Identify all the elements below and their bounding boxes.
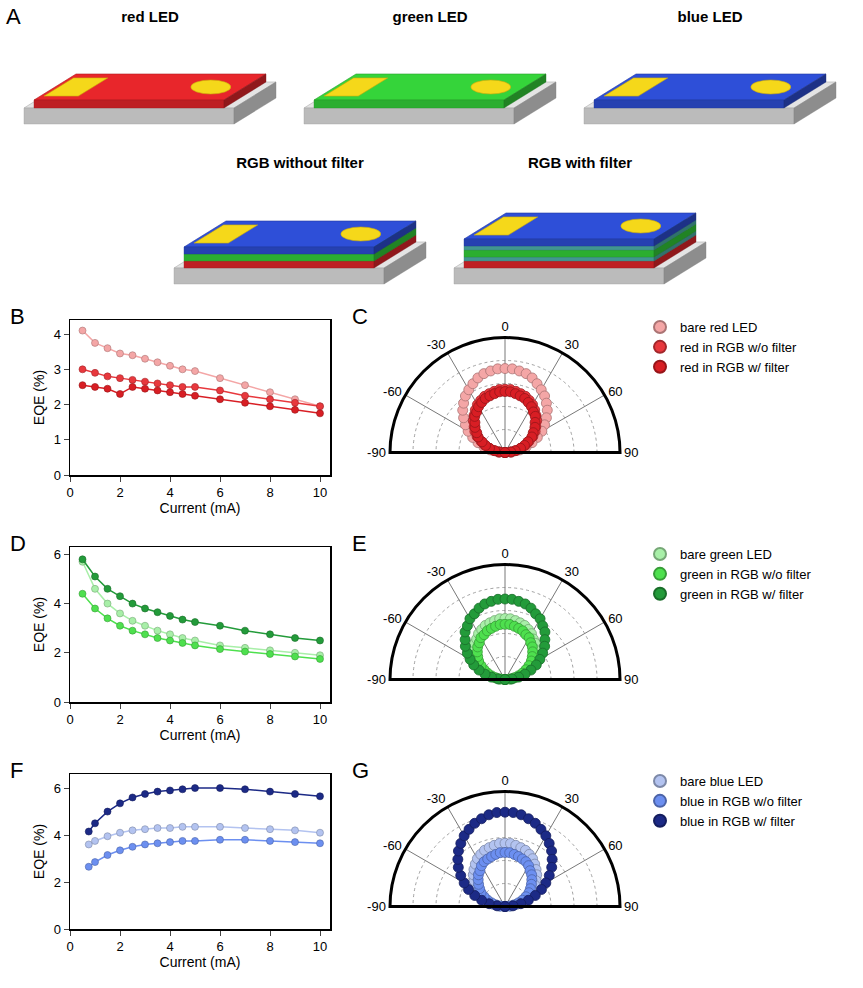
- svg-text:90: 90: [624, 899, 638, 914]
- svg-text:0: 0: [501, 319, 508, 334]
- svg-text:-90: -90: [367, 445, 386, 460]
- svg-text:6: 6: [216, 712, 223, 727]
- svg-text:bare blue LED: bare blue LED: [680, 774, 763, 789]
- svg-text:-60: -60: [383, 838, 402, 853]
- svg-text:0: 0: [66, 939, 73, 954]
- svg-text:-90: -90: [367, 899, 386, 914]
- svg-text:C: C: [352, 304, 368, 329]
- svg-text:60: 60: [608, 611, 622, 626]
- svg-text:Current (mA): Current (mA): [160, 727, 241, 743]
- svg-text:E: E: [352, 531, 367, 556]
- svg-text:6: 6: [54, 547, 61, 562]
- svg-text:10: 10: [313, 485, 327, 500]
- svg-text:G: G: [352, 758, 369, 783]
- svg-text:3: 3: [54, 362, 61, 377]
- svg-text:6: 6: [216, 485, 223, 500]
- svg-text:30: 30: [565, 564, 579, 579]
- svg-text:blue in RGB w/ filter: blue in RGB w/ filter: [680, 814, 796, 829]
- svg-text:2: 2: [116, 485, 123, 500]
- svg-text:90: 90: [624, 672, 638, 687]
- svg-text:6: 6: [54, 781, 61, 796]
- svg-text:-30: -30: [427, 337, 446, 352]
- svg-text:bare green LED: bare green LED: [680, 547, 772, 562]
- svg-text:4: 4: [54, 327, 61, 342]
- svg-text:green in RGB w/o filter: green in RGB w/o filter: [680, 567, 811, 582]
- svg-text:90: 90: [624, 445, 638, 460]
- svg-text:blue LED: blue LED: [677, 8, 742, 25]
- svg-text:0: 0: [501, 546, 508, 561]
- svg-text:4: 4: [54, 828, 61, 843]
- svg-text:0: 0: [66, 712, 73, 727]
- svg-text:bare red LED: bare red LED: [680, 320, 757, 335]
- svg-text:RGB with filter: RGB with filter: [528, 154, 632, 171]
- svg-text:2: 2: [116, 712, 123, 727]
- svg-text:8: 8: [266, 485, 273, 500]
- svg-text:B: B: [10, 304, 25, 329]
- svg-text:A: A: [6, 4, 21, 29]
- svg-text:0: 0: [54, 695, 61, 710]
- svg-text:1: 1: [54, 432, 61, 447]
- svg-text:-90: -90: [367, 672, 386, 687]
- svg-text:0: 0: [54, 468, 61, 483]
- svg-text:4: 4: [166, 712, 173, 727]
- svg-text:Current (mA): Current (mA): [160, 500, 241, 516]
- svg-text:2: 2: [54, 397, 61, 412]
- svg-text:blue in RGB w/o filter: blue in RGB w/o filter: [680, 794, 803, 809]
- svg-text:EQE (%): EQE (%): [31, 824, 47, 879]
- svg-text:60: 60: [608, 384, 622, 399]
- svg-text:-60: -60: [383, 384, 402, 399]
- svg-text:green LED: green LED: [392, 8, 467, 25]
- svg-text:60: 60: [608, 838, 622, 853]
- svg-text:10: 10: [313, 712, 327, 727]
- svg-text:-30: -30: [427, 564, 446, 579]
- svg-text:2: 2: [54, 875, 61, 890]
- svg-text:-30: -30: [427, 791, 446, 806]
- svg-text:6: 6: [216, 939, 223, 954]
- svg-text:red in RGB w/o filter: red in RGB w/o filter: [680, 340, 797, 355]
- svg-text:8: 8: [266, 939, 273, 954]
- svg-text:0: 0: [501, 773, 508, 788]
- svg-text:0: 0: [54, 922, 61, 937]
- svg-text:EQE (%): EQE (%): [31, 597, 47, 652]
- svg-text:4: 4: [54, 596, 61, 611]
- svg-text:4: 4: [166, 485, 173, 500]
- svg-text:red LED: red LED: [121, 8, 179, 25]
- svg-text:red in RGB w/ filter: red in RGB w/ filter: [680, 360, 790, 375]
- svg-text:8: 8: [266, 712, 273, 727]
- svg-text:30: 30: [565, 791, 579, 806]
- svg-text:30: 30: [565, 337, 579, 352]
- svg-text:-60: -60: [383, 611, 402, 626]
- svg-text:RGB without filter: RGB without filter: [236, 154, 364, 171]
- svg-text:Current (mA): Current (mA): [160, 954, 241, 970]
- svg-text:D: D: [10, 531, 26, 556]
- svg-text:0: 0: [66, 485, 73, 500]
- svg-text:green in RGB w/ filter: green in RGB w/ filter: [680, 587, 804, 602]
- svg-text:2: 2: [116, 939, 123, 954]
- svg-text:2: 2: [54, 645, 61, 660]
- svg-text:F: F: [10, 758, 23, 783]
- svg-text:10: 10: [313, 939, 327, 954]
- svg-text:4: 4: [166, 939, 173, 954]
- svg-text:EQE (%): EQE (%): [31, 370, 47, 425]
